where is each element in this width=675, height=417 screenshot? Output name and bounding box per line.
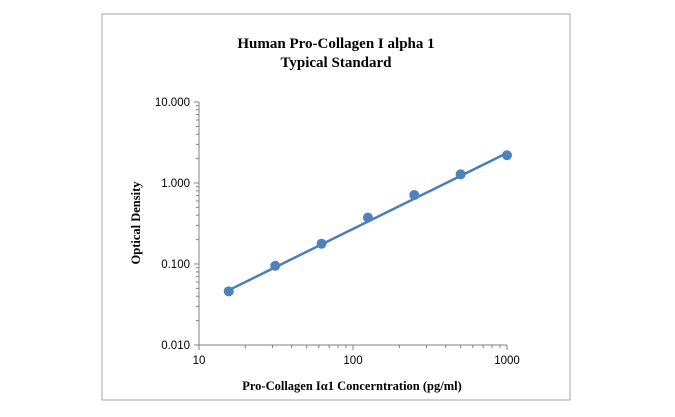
plot-layer: 0.010 0.100 1.000 10.000 10 100 1000 — [155, 97, 520, 367]
data-point — [455, 169, 466, 180]
data-point — [502, 150, 512, 161]
x-tick-label: 100 — [343, 355, 362, 367]
data-point — [223, 286, 234, 297]
data-point — [409, 190, 420, 201]
data-point — [270, 260, 281, 271]
y-tick-label: 10.000 — [155, 97, 190, 109]
chart-title-line-1: Human Pro-Collagen I alpha 1 — [237, 36, 434, 52]
x-tick-label: 10 — [193, 355, 206, 367]
chart-area-border — [101, 13, 571, 401]
y-tick-label: 0.100 — [161, 259, 190, 271]
x-axis-label: Pro-Collagen Iα1 Concerntration (pg/ml) — [242, 379, 462, 393]
data-point — [362, 212, 373, 223]
y-tick-label: 1.000 — [161, 178, 190, 190]
chart-title-line-2: Typical Standard — [281, 55, 393, 71]
x-tick-label: 1000 — [494, 355, 520, 367]
y-axis-label: Optical Density — [129, 181, 143, 265]
y-tick-label: 0.010 — [161, 340, 190, 352]
data-point — [316, 238, 327, 249]
